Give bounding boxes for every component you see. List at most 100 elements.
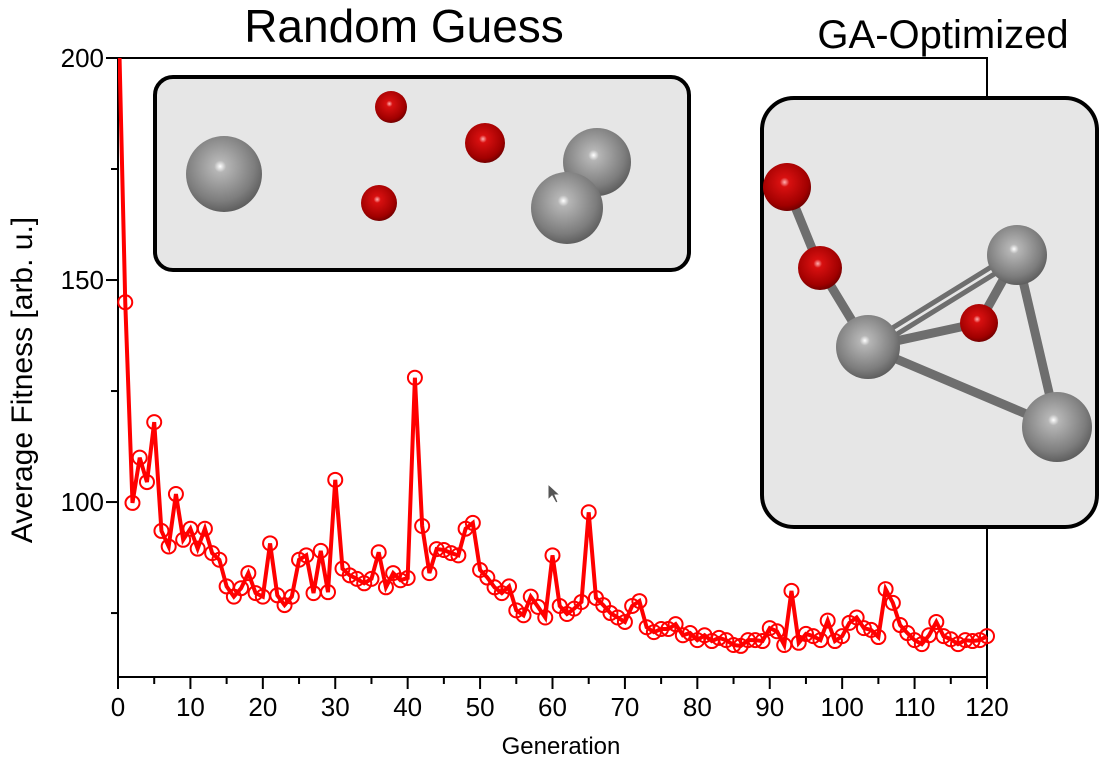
data-point bbox=[819, 612, 836, 629]
data-point bbox=[747, 632, 764, 649]
data-point bbox=[283, 588, 300, 605]
data-point bbox=[580, 504, 597, 521]
atom-red bbox=[465, 123, 505, 163]
data-point bbox=[298, 547, 315, 564]
x-tick-label: 120 bbox=[965, 692, 1008, 722]
data-point bbox=[515, 607, 532, 624]
data-point bbox=[406, 369, 423, 386]
data-point bbox=[754, 633, 771, 650]
data-point bbox=[725, 637, 742, 654]
data-point bbox=[573, 593, 590, 610]
data-point bbox=[711, 629, 728, 646]
data-point bbox=[153, 522, 170, 539]
y-tick-label: 200 bbox=[61, 43, 104, 73]
x-tick-label: 70 bbox=[610, 692, 639, 722]
x-tick-label: 20 bbox=[248, 692, 277, 722]
data-point bbox=[761, 620, 778, 637]
x-tick-label: 50 bbox=[466, 692, 495, 722]
data-point bbox=[312, 542, 329, 559]
data-point bbox=[233, 580, 250, 597]
data-point bbox=[138, 474, 155, 491]
data-point bbox=[428, 541, 445, 558]
title-ga-optimized: GA-Optimized bbox=[817, 13, 1068, 57]
x-tick-label: 110 bbox=[894, 692, 935, 722]
data-point bbox=[884, 594, 901, 611]
data-point bbox=[631, 593, 648, 610]
data-point bbox=[645, 624, 662, 641]
inset-random-guess bbox=[153, 75, 691, 272]
data-point bbox=[327, 471, 344, 488]
atom-gray bbox=[987, 225, 1047, 285]
data-point bbox=[399, 569, 416, 586]
data-point bbox=[320, 584, 337, 601]
data-point bbox=[877, 581, 894, 598]
atom-red bbox=[361, 185, 397, 221]
data-point bbox=[674, 627, 691, 644]
atom-red bbox=[960, 304, 998, 342]
mouse-cursor-icon bbox=[547, 482, 562, 504]
data-point bbox=[189, 540, 206, 557]
data-point bbox=[160, 538, 177, 555]
x-tick-label: 30 bbox=[321, 692, 350, 722]
data-point bbox=[146, 414, 163, 431]
data-point bbox=[435, 542, 452, 559]
data-point bbox=[341, 567, 358, 584]
data-point bbox=[131, 449, 148, 466]
atom-red bbox=[763, 163, 811, 211]
data-point bbox=[262, 535, 279, 552]
atom-gray bbox=[836, 315, 900, 379]
data-point bbox=[834, 628, 851, 645]
data-point bbox=[370, 544, 387, 561]
y-tick-label: 100 bbox=[61, 487, 104, 517]
data-point bbox=[653, 621, 670, 638]
atom-red bbox=[798, 246, 842, 290]
data-point bbox=[935, 628, 952, 645]
data-point bbox=[363, 570, 380, 587]
data-point bbox=[530, 598, 547, 615]
data-point bbox=[421, 565, 438, 582]
data-point bbox=[544, 547, 561, 564]
x-tick-label: 100 bbox=[820, 692, 863, 722]
data-point bbox=[464, 514, 481, 531]
y-axis: 200 150 100 bbox=[61, 43, 118, 615]
data-point bbox=[175, 531, 192, 548]
data-point bbox=[450, 547, 467, 564]
data-point bbox=[870, 629, 887, 646]
data-point bbox=[768, 623, 785, 640]
atom-gray bbox=[531, 172, 603, 244]
data-point bbox=[392, 572, 409, 589]
data-point bbox=[443, 545, 460, 562]
atom-gray bbox=[186, 136, 262, 212]
data-point bbox=[414, 518, 431, 535]
data-point bbox=[117, 294, 134, 311]
data-point bbox=[501, 578, 518, 595]
x-tick-label: 90 bbox=[755, 692, 784, 722]
atom-red bbox=[375, 91, 407, 123]
atom-gray bbox=[1022, 392, 1092, 462]
data-point bbox=[211, 551, 228, 568]
x-tick-label: 60 bbox=[538, 692, 567, 722]
data-point bbox=[667, 616, 684, 633]
data-point bbox=[167, 486, 184, 503]
data-point bbox=[964, 633, 981, 650]
data-point bbox=[247, 585, 264, 602]
x-tick-label: 10 bbox=[176, 692, 205, 722]
x-axis: 0 10 20 30 40 50 60 70 80 90 100 110 120 bbox=[111, 677, 1009, 722]
x-tick-label: 40 bbox=[393, 692, 422, 722]
data-point bbox=[616, 613, 633, 630]
x-tick-label: 80 bbox=[683, 692, 712, 722]
y-tick-label: 150 bbox=[61, 265, 104, 295]
data-point bbox=[196, 520, 213, 537]
data-point bbox=[240, 565, 257, 582]
data-point bbox=[848, 609, 865, 626]
data-point bbox=[928, 613, 945, 630]
data-point bbox=[124, 494, 141, 511]
x-tick-label: 0 bbox=[111, 692, 125, 722]
data-point bbox=[377, 579, 394, 596]
series-average-fitness bbox=[117, 58, 995, 654]
data-point bbox=[797, 625, 814, 642]
data-point bbox=[537, 609, 554, 626]
title-random-guess: Random Guess bbox=[244, 0, 564, 52]
data-point bbox=[855, 620, 872, 637]
